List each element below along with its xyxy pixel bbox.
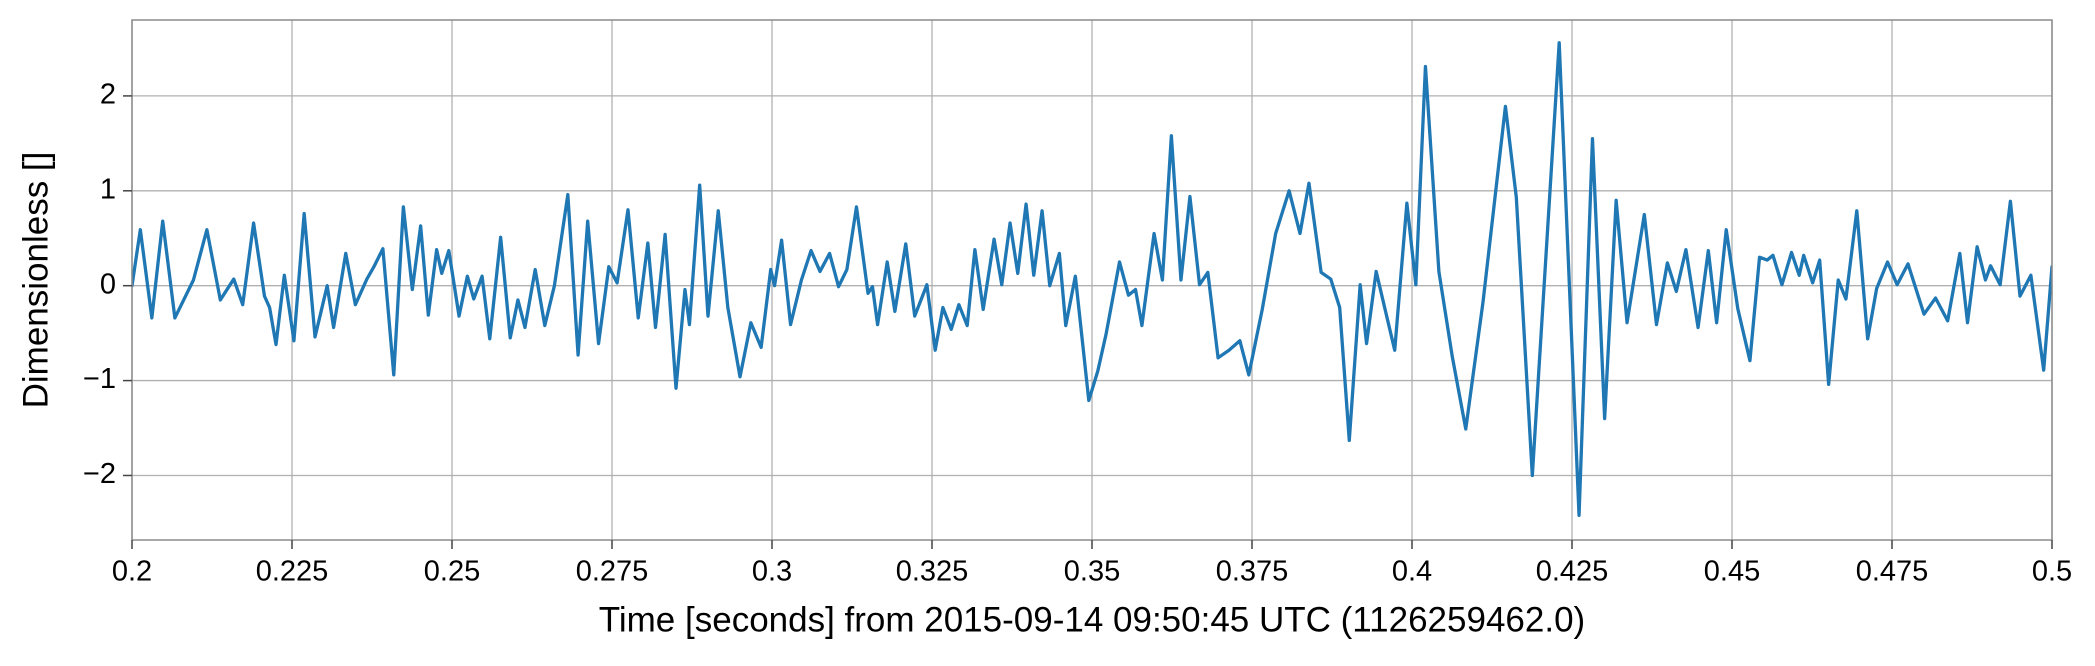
y-tick-label: 0 xyxy=(100,268,116,300)
x-tick-label: 0.475 xyxy=(1856,556,1929,588)
ticks: 0.2 0.225 0.25 0.275 0.3 0.325 0.35 0.375 0.4 0.4… xyxy=(83,79,2072,588)
x-axis-label: Time [seconds] from 2015-09-14 09:50:45 … xyxy=(599,600,1585,639)
grid xyxy=(131,20,2053,540)
x-tick-label: 0.3 xyxy=(752,556,792,588)
x-tick-label: 0.375 xyxy=(1216,556,1289,588)
y-tick-label: −1 xyxy=(83,363,116,395)
x-tick-label: 0.325 xyxy=(896,556,969,588)
data-line xyxy=(132,41,2052,517)
x-tick-label: 0.2 xyxy=(112,556,152,588)
x-tick-label: 0.5 xyxy=(2032,556,2072,588)
x-tick-label: 0.225 xyxy=(256,556,329,588)
y-tick-label: −2 xyxy=(83,458,116,490)
x-tick-label: 0.4 xyxy=(1392,556,1432,588)
series xyxy=(132,41,2052,517)
x-tick-label: 0.275 xyxy=(576,556,649,588)
x-tick-label: 0.35 xyxy=(1064,556,1120,588)
y-tick-label: 1 xyxy=(100,173,116,205)
y-tick-label: 2 xyxy=(100,79,116,111)
x-tick-label: 0.425 xyxy=(1536,556,1609,588)
x-tick-label: 0.45 xyxy=(1704,556,1760,588)
y-axis-label: Dimensionless [] xyxy=(16,152,55,409)
x-tick-label: 0.25 xyxy=(424,556,480,588)
